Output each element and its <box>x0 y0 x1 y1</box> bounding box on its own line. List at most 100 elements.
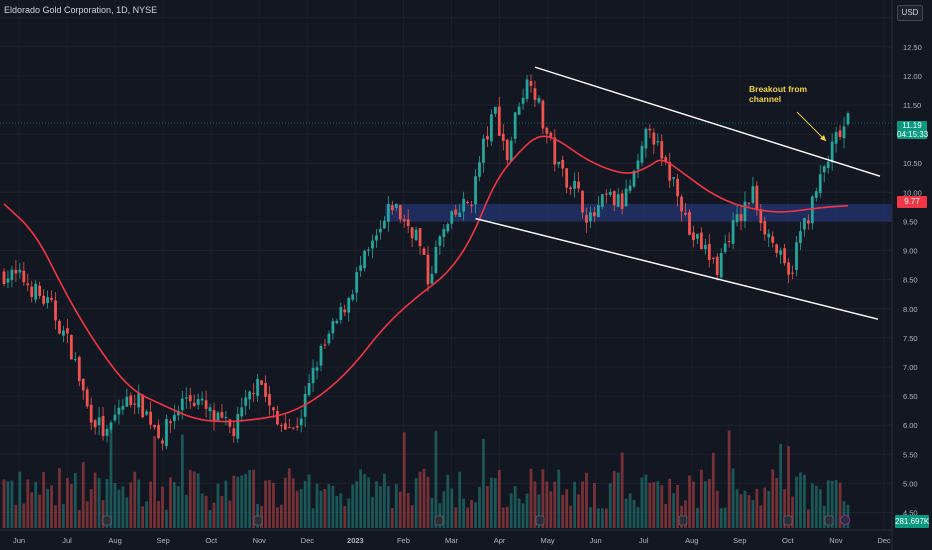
volume-bar <box>77 509 81 528</box>
x-tick-label: Feb <box>397 536 410 545</box>
volume-bar <box>319 490 323 528</box>
volume-bar <box>299 489 303 528</box>
candle-body <box>272 407 275 411</box>
volume-bar <box>434 430 438 528</box>
candle-body <box>486 135 489 140</box>
volume-bar <box>652 482 656 528</box>
x-tick-label: Nov <box>829 536 843 545</box>
candle-body <box>133 403 137 405</box>
candle-body <box>727 241 731 243</box>
volume-bar <box>517 498 521 528</box>
volume-bar <box>814 485 818 528</box>
volume-bar <box>569 505 573 528</box>
volume-bar <box>390 508 394 528</box>
volume-bar <box>573 481 576 528</box>
candle-body <box>355 272 359 293</box>
candle-body <box>771 236 775 243</box>
volume-bar <box>410 505 414 528</box>
dividend-marker-icon <box>783 515 793 526</box>
y-tick-label: 12.50 <box>903 43 922 52</box>
volume-bar <box>283 477 287 528</box>
candle-body <box>327 333 331 344</box>
last-price-label: 11.19 04:15:33 <box>897 121 928 139</box>
chart-title: Eldorado Gold Corporation, 1D, NYSE <box>4 5 158 15</box>
volume-bar <box>478 486 481 528</box>
candle-body <box>141 394 145 418</box>
moving-average-path <box>3 135 849 423</box>
volume-bar <box>406 493 410 528</box>
currency-button[interactable]: USD <box>897 5 923 21</box>
volume-bar <box>486 486 489 528</box>
y-tick-label: 5.50 <box>903 450 918 459</box>
volume-bar <box>803 474 806 528</box>
candle-body <box>470 204 473 206</box>
volume-bar <box>347 498 351 528</box>
volume-bar <box>672 493 676 528</box>
candle-body <box>169 421 172 424</box>
candle-body <box>208 407 212 412</box>
volume-bar <box>394 484 398 528</box>
candle-body <box>252 392 256 394</box>
candle-body <box>561 159 565 169</box>
annotation-arrow-head <box>820 135 826 141</box>
volume-bar <box>109 428 113 528</box>
volume-bar <box>339 493 343 528</box>
volume-bar <box>50 485 53 528</box>
event-markers <box>102 515 850 526</box>
y-tick-label: 7.00 <box>903 363 918 372</box>
candle-body <box>240 407 244 417</box>
volume-bar <box>73 472 77 528</box>
volume-bar <box>446 474 450 528</box>
x-tick-label: Mar <box>445 536 458 545</box>
volume-bar <box>553 481 557 528</box>
volume-bar <box>196 473 200 528</box>
x-axis: Jun Jul Aug Sep Oct Nov Dec 2023 Feb Mar Apr May Jun… <box>0 529 892 545</box>
candle-body <box>283 423 287 430</box>
candle-body <box>410 227 414 239</box>
volume-bar <box>466 507 469 528</box>
volume-bar <box>470 499 473 528</box>
candle-body <box>810 196 814 224</box>
candle-body <box>549 132 553 137</box>
candle-body <box>454 209 458 215</box>
volume-bar <box>307 474 311 528</box>
x-tick-label: May <box>541 536 555 545</box>
candle-body <box>636 160 640 170</box>
volume-bar <box>636 507 640 528</box>
volume-bar <box>501 507 505 528</box>
volume-bar <box>176 486 180 528</box>
volume-bar <box>268 480 271 528</box>
candle-body <box>703 244 707 250</box>
candle-body <box>565 168 569 188</box>
volume-bar <box>355 481 359 528</box>
volume-bar <box>46 488 49 528</box>
volume-bar <box>541 469 545 528</box>
candle-body <box>161 440 164 444</box>
candle-body <box>533 88 537 100</box>
candle-body <box>604 193 608 195</box>
volume-bar <box>204 495 208 528</box>
volume-bar <box>624 498 628 528</box>
volume-bar <box>826 480 830 528</box>
x-tick-label: Apr <box>494 536 506 545</box>
volume-bar <box>723 507 727 528</box>
candle-body <box>418 228 422 247</box>
volume-bar <box>264 480 267 528</box>
candle-body <box>204 400 208 409</box>
volume-bar <box>644 474 648 528</box>
volume-bar <box>386 486 390 528</box>
volume-bar <box>454 507 458 528</box>
y-tick-label: 9.50 <box>903 217 918 226</box>
candle-body <box>319 345 323 366</box>
candle-body <box>501 133 505 141</box>
candle-body <box>822 166 826 173</box>
candle-body <box>791 272 794 274</box>
volume-bar <box>505 506 509 528</box>
ma-value-label: 9.77 <box>897 196 927 208</box>
volume-bar <box>735 489 739 528</box>
volume-bar <box>34 482 38 528</box>
candle-body <box>684 212 687 215</box>
candle-body <box>264 383 267 397</box>
volume-bar <box>69 484 73 528</box>
